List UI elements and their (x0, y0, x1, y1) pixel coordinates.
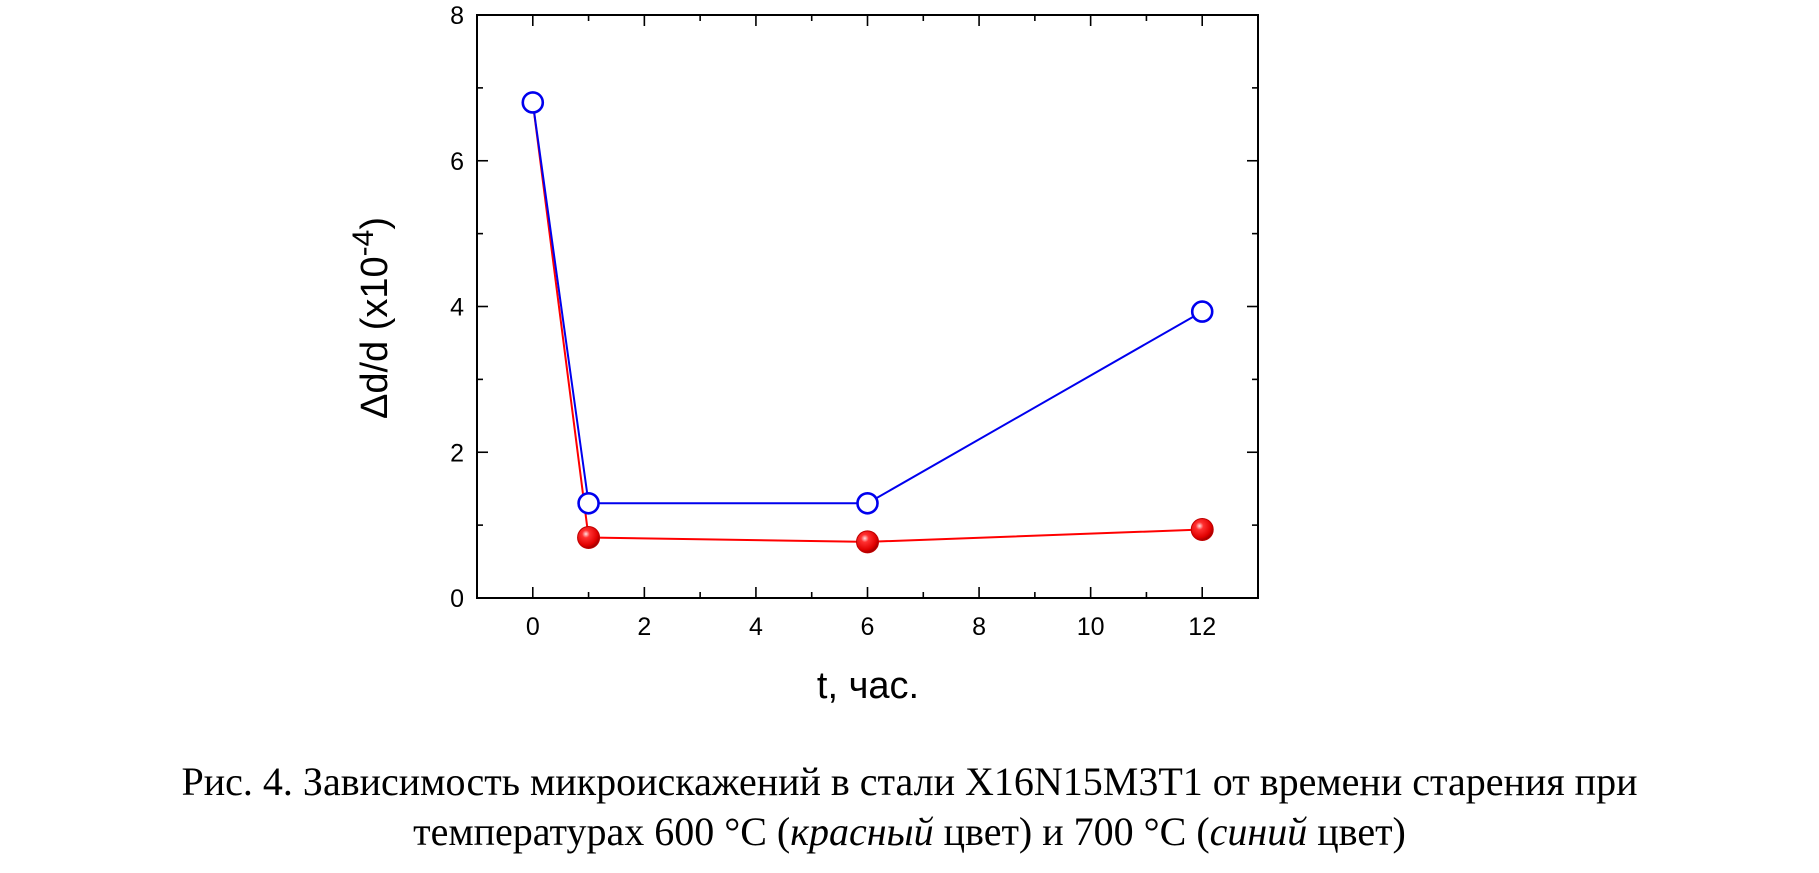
caption-red-word: красный (790, 809, 934, 854)
caption-line-2-e: цвет) (1307, 809, 1406, 854)
y-axis-title-exponent: -4 (347, 230, 380, 257)
series-2-point (521, 91, 545, 114)
y-tick-label: 6 (450, 148, 464, 176)
series-2-point (856, 491, 879, 515)
figure: 0 2 4 6 8 10 12 0 2 4 6 8 t, час. Δd/d (x10-4) (347, 2, 1259, 707)
caption-line-2-a: температурах 600 °С ( (413, 809, 791, 854)
caption-line-2-c: цвет) и 700 °С ( (933, 809, 1210, 854)
x-tick-label: 8 (972, 613, 986, 641)
series-1-point (577, 526, 601, 550)
axes: 0 2 4 6 8 10 12 0 2 4 6 8 (450, 2, 1259, 641)
caption-line-2: температурах 600 °С (красный цвет) и 700… (0, 807, 1819, 857)
x-tick-label: 6 (861, 613, 875, 641)
series-line-2 (531, 102, 1203, 505)
y-tick-label: 4 (450, 294, 464, 322)
series-layer (531, 102, 1203, 543)
y-tick-label: 2 (450, 439, 464, 467)
y-axis-title: Δd/d (x10-4) (347, 217, 396, 419)
x-tick-label: 0 (526, 613, 540, 641)
series-2-point (1190, 300, 1214, 323)
caption-line-1: Рис. 4. Зависимость микроискажений в ста… (181, 759, 1638, 804)
x-tick-label: 2 (637, 613, 651, 641)
series-line-1 (531, 102, 1203, 543)
y-tick-label: 0 (450, 585, 464, 613)
series-1-point (856, 530, 879, 554)
x-tick-label: 4 (749, 613, 763, 641)
caption-blue-word: синий (1209, 809, 1308, 854)
y-tick-label: 8 (450, 2, 464, 30)
y-axis-title-close: ) (354, 217, 396, 230)
figure-caption: Рис. 4. Зависимость микроискажений в ста… (0, 757, 1819, 857)
marker-layer (521, 91, 1214, 554)
y-axis-title-main: Δd/d (x10 (354, 256, 396, 419)
chart: 0 2 4 6 8 10 12 0 2 4 6 8 t, час. Δd/d (x10-4) (347, 2, 1259, 707)
x-tick-label: 10 (1077, 613, 1105, 641)
x-tick-label: 12 (1188, 613, 1216, 641)
x-axis-title: t, час. (817, 665, 919, 707)
series-1-point (1190, 517, 1214, 541)
series-2-point (577, 491, 600, 515)
